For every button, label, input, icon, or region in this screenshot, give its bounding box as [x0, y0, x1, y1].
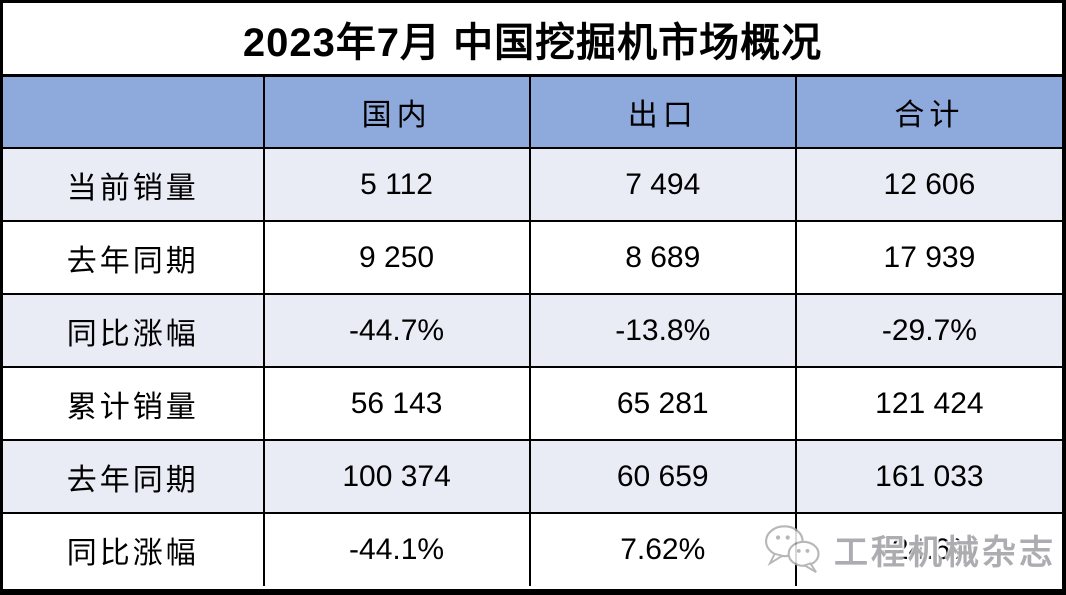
cell-value: 65 281	[528, 366, 797, 441]
page-title: 2023年7月 中国挖掘机市场概况	[3, 3, 1062, 77]
cell-value: 56 143	[262, 366, 531, 441]
cell-value: -13.8%	[528, 293, 797, 368]
table-row: 同比涨幅 -44.1% 7.62% -24.6%	[3, 512, 1062, 586]
column-header-blank	[3, 77, 265, 149]
cell-value: 7 494	[528, 147, 797, 222]
table-row: 当前销量 5 112 7 494 12 606	[3, 147, 1062, 222]
row-label: 去年同期	[3, 439, 265, 514]
row-label: 当前销量	[3, 147, 265, 222]
cell-value: -44.1%	[262, 512, 531, 586]
cell-value: 60 659	[528, 439, 797, 514]
cell-value: 17 939	[794, 220, 1062, 295]
cell-value: 161 033	[794, 439, 1062, 514]
header-row: 国内 出口 合计	[3, 77, 1062, 149]
row-label: 去年同期	[3, 220, 265, 295]
column-header-export: 出口	[528, 77, 797, 149]
data-table: 国内 出口 合计 当前销量 5 112 7 494 12 606 去年同期 9 …	[3, 77, 1062, 586]
cell-value: 7.62%	[528, 512, 797, 586]
row-label: 同比涨幅	[3, 293, 265, 368]
table-row: 去年同期 9 250 8 689 17 939	[3, 220, 1062, 295]
column-header-domestic: 国内	[262, 77, 531, 149]
table-row: 同比涨幅 -44.7% -13.8% -29.7%	[3, 293, 1062, 368]
table-row: 累计销量 56 143 65 281 121 424	[3, 366, 1062, 441]
cell-value: -29.7%	[794, 293, 1062, 368]
cell-value: 5 112	[262, 147, 531, 222]
cell-value: -44.7%	[262, 293, 531, 368]
cell-value: 9 250	[262, 220, 531, 295]
cell-value: 12 606	[794, 147, 1062, 222]
cell-value: 121 424	[794, 366, 1062, 441]
table-row: 去年同期 100 374 60 659 161 033	[3, 439, 1062, 514]
row-label: 累计销量	[3, 366, 265, 441]
cell-value: 8 689	[528, 220, 797, 295]
cell-value: 100 374	[262, 439, 531, 514]
row-label: 同比涨幅	[3, 512, 265, 586]
column-header-total: 合计	[794, 77, 1062, 149]
cell-value: -24.6%	[794, 512, 1062, 586]
